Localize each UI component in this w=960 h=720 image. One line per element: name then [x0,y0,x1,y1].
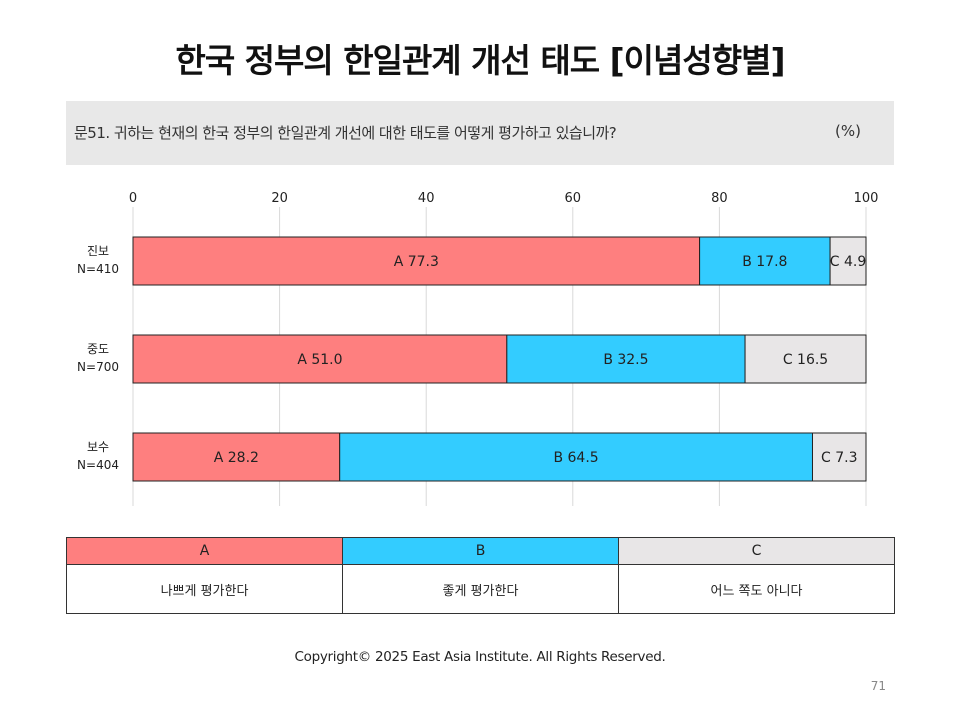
category-label: 보수 [87,440,109,454]
category-n-label: N=410 [77,262,119,276]
bar-segment-a [132,236,701,286]
bar-segment-a [132,432,341,482]
question-box: 문51. 귀하는 현재의 한국 정부의 한일관계 개선에 대한 태도를 어떻게 … [66,101,894,165]
data-label: A 77.3 [394,254,439,270]
bar-segment-a [132,334,508,384]
legend-desc-c: 어느 쪽도 아니다 [618,564,895,614]
data-label: C 4.9 [830,254,867,270]
legend-header-b: B [342,537,619,565]
data-label: B 64.5 [553,450,598,466]
x-tick-label: 40 [418,191,435,206]
x-tick-label: 80 [711,191,728,206]
category-label: 중도 [87,342,109,356]
data-label: A 28.2 [214,450,259,466]
legend-header-a: A [66,537,343,565]
data-label: B 32.5 [603,352,648,368]
bar-segment-c [811,432,867,482]
category-n-label: N=404 [77,458,119,472]
data-label: C 16.5 [783,352,828,368]
bar-segment-b [506,334,746,384]
bar-segment-c [744,334,867,384]
copyright-text: Copyright© 2025 East Asia Institute. All… [294,649,666,665]
x-tick-label: 0 [129,191,137,206]
category-n-label: N=700 [77,360,119,374]
legend-table: A B C 나쁘게 평가한다 좋게 평가한다 어느 쪽도 아니다 [66,537,895,614]
data-label: A 51.0 [297,352,342,368]
x-tick-label: 60 [565,191,582,206]
legend-desc-b: 좋게 평가한다 [342,564,619,614]
data-label: C 7.3 [821,450,858,466]
page-title: 한국 정부의 한일관계 개선 태도 [이념성향별] [175,41,785,80]
stacked-bar-chart: 0 20 40 60 80 100 진보 N=410 A 77.3 B 17.8 C 4.9 중도 N=… [77,191,879,506]
category-label: 진보 [87,244,109,258]
page-number: 71 [870,679,886,693]
question-text: 문51. 귀하는 현재의 한국 정부의 한일관계 개선에 대한 태도를 어떻게 … [74,124,617,142]
x-tick-label: 100 [854,191,879,206]
unit-label: (%) [835,122,861,140]
data-label: B 17.8 [742,254,787,270]
legend-header-c: C [618,537,895,565]
bar-segment-c [829,236,867,286]
x-tick-label: 20 [271,191,288,206]
bar-segment-b [339,432,813,482]
legend-desc-a: 나쁘게 평가한다 [66,564,343,614]
